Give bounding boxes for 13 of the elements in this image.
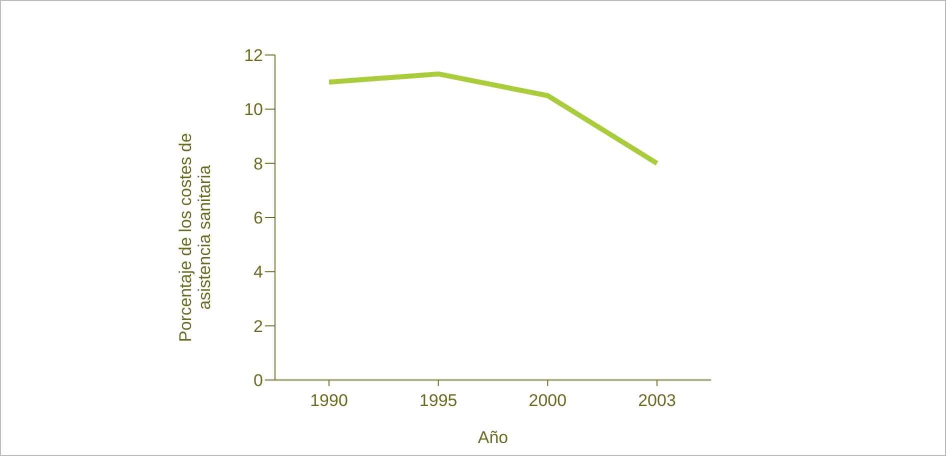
x-tick-label: 2000 xyxy=(528,391,567,410)
y-axis-title: Porcentaje de los costes de asistencia sanitaria xyxy=(176,133,214,342)
x-tick-label: 2003 xyxy=(638,391,676,410)
x-axis-title: Año xyxy=(478,428,508,447)
y-tick-label: 4 xyxy=(254,262,263,282)
y-tick-label: 10 xyxy=(244,100,263,120)
y-tick-label: 2 xyxy=(254,316,263,336)
y-tick-label: 12 xyxy=(244,46,263,66)
x-tick-label: 1995 xyxy=(419,391,458,410)
x-tick-label: 1990 xyxy=(310,391,348,410)
y-tick-label: 0 xyxy=(254,371,263,390)
y-tick-label: 8 xyxy=(254,154,263,174)
y-tick-label: 6 xyxy=(254,208,263,228)
